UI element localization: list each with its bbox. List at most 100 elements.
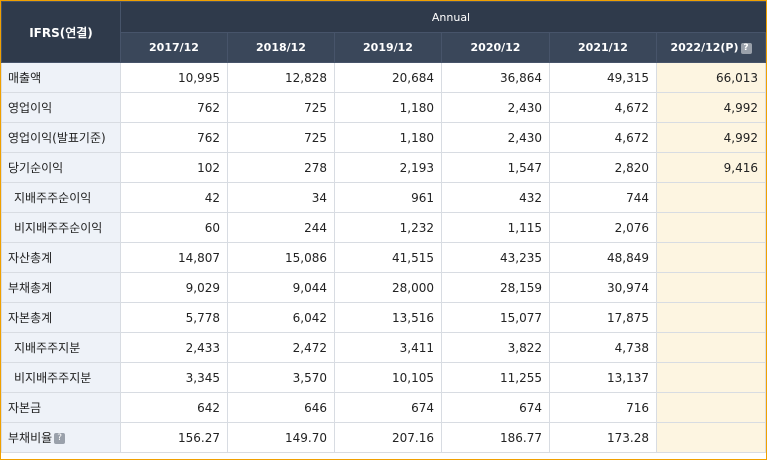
value-cell: 186.77 xyxy=(441,422,550,453)
value-cell xyxy=(656,362,766,393)
row-label: 영업이익 xyxy=(8,101,53,115)
table-row: 영업이익 762 725 1,180 2,430 4,672 4,992 xyxy=(1,92,766,123)
table-row: 부채총계 9,029 9,044 28,000 28,159 30,974 xyxy=(1,272,766,303)
row-label-cell: 부채총계 xyxy=(1,272,121,303)
value-cell: 432 xyxy=(441,182,550,213)
value-cell xyxy=(656,272,766,303)
value-cell xyxy=(656,242,766,273)
row-label: 자본금 xyxy=(8,401,42,415)
table-row: 자본총계 5,778 6,042 13,516 15,077 17,875 xyxy=(1,302,766,333)
value-cell: 34 xyxy=(227,182,335,213)
value-cell: 28,000 xyxy=(334,272,442,303)
table-row: 영업이익(발표기준) 762 725 1,180 2,430 4,672 4,992 xyxy=(1,122,766,153)
row-label-cell: 매출액 xyxy=(1,62,121,93)
value-cell: 6,042 xyxy=(227,302,335,333)
row-label: 매출액 xyxy=(8,71,42,85)
year-label: 2020/12 xyxy=(470,41,521,54)
value-cell: 1,232 xyxy=(334,212,442,243)
value-cell: 5,778 xyxy=(120,302,228,333)
row-label-cell: 자산총계 xyxy=(1,242,121,273)
value-cell xyxy=(656,182,766,213)
year-label: 2018/12 xyxy=(256,41,306,54)
value-cell: 3,570 xyxy=(227,362,335,393)
value-cell xyxy=(656,302,766,333)
value-cell: 173.28 xyxy=(549,422,657,453)
table-row: 자산총계 14,807 15,086 41,515 43,235 48,849 xyxy=(1,242,766,273)
value-cell: 762 xyxy=(120,122,228,153)
table-row: 지배주주순이익 42 34 961 432 744 xyxy=(1,182,766,213)
year-label: 2017/12 xyxy=(149,41,199,54)
row-label-cell: 비지배주주순이익 xyxy=(1,212,121,243)
row-label-cell: 부채비율? xyxy=(1,422,121,453)
row-label-cell: 영업이익 xyxy=(1,92,121,123)
value-cell: 2,076 xyxy=(549,212,657,243)
value-cell: 28,159 xyxy=(441,272,550,303)
value-cell: 156.27 xyxy=(120,422,228,453)
value-cell: 102 xyxy=(120,152,228,183)
row-label-cell: 지배주주지분 xyxy=(1,332,121,363)
value-cell: 3,822 xyxy=(441,332,550,363)
row-label: 부채비율 xyxy=(8,431,53,445)
value-cell: 4,738 xyxy=(549,332,657,363)
value-cell: 646 xyxy=(227,392,335,423)
value-cell: 1,180 xyxy=(334,92,442,123)
table-row: 매출액 10,995 12,828 20,684 36,864 49,315 66,013 xyxy=(1,62,766,93)
value-cell: 1,547 xyxy=(441,152,550,183)
help-icon[interactable]: ? xyxy=(740,42,752,54)
value-cell: 4,992 xyxy=(656,92,766,123)
value-cell: 207.16 xyxy=(334,422,442,453)
row-label: 비지배주주순이익 xyxy=(14,221,103,235)
year-header-0: 2017/12 xyxy=(120,32,228,63)
row-label-cell: 비지배주주지분 xyxy=(1,362,121,393)
value-cell: 3,345 xyxy=(120,362,228,393)
value-cell: 2,472 xyxy=(227,332,335,363)
row-label: 당기순이익 xyxy=(8,161,64,175)
value-cell: 17,875 xyxy=(549,302,657,333)
row-label-cell: 자본금 xyxy=(1,392,121,423)
table-body: 매출액 10,995 12,828 20,684 36,864 49,315 66,013 영… xyxy=(1,62,766,453)
value-cell: 9,044 xyxy=(227,272,335,303)
value-cell: 36,864 xyxy=(441,62,550,93)
overflow-cell xyxy=(764,422,766,453)
value-cell: 11,255 xyxy=(441,362,550,393)
table-row: 당기순이익 102 278 2,193 1,547 2,820 9,416 xyxy=(1,152,766,183)
year-header-3: 2020/12 xyxy=(441,32,550,63)
value-cell: 15,077 xyxy=(441,302,550,333)
value-cell: 2,820 xyxy=(549,152,657,183)
year-label: 2022/12(P) xyxy=(670,41,739,54)
value-cell: 10,995 xyxy=(120,62,228,93)
value-cell: 149.70 xyxy=(227,422,335,453)
value-cell: 13,137 xyxy=(549,362,657,393)
value-cell: 716 xyxy=(549,392,657,423)
value-cell: 13,516 xyxy=(334,302,442,333)
row-label: 영업이익(발표기준) xyxy=(8,131,106,145)
row-label-cell: 자본총계 xyxy=(1,302,121,333)
value-cell xyxy=(656,422,766,453)
value-cell: 744 xyxy=(549,182,657,213)
value-cell: 14,807 xyxy=(120,242,228,273)
year-header-5: 2022/12(P)? xyxy=(656,32,766,63)
row-label-cell: 영업이익(발표기준) xyxy=(1,122,121,153)
row-label-cell: 지배주주순이익 xyxy=(1,182,121,213)
table-row: 비지배주주지분 3,345 3,570 10,105 11,255 13,137 xyxy=(1,362,766,393)
value-cell: 244 xyxy=(227,212,335,243)
annual-group-header: Annual xyxy=(119,1,766,33)
value-cell: 9,029 xyxy=(120,272,228,303)
value-cell: 4,672 xyxy=(549,92,657,123)
help-icon[interactable]: ? xyxy=(54,433,66,444)
year-header-1: 2018/12 xyxy=(227,32,335,63)
row-label: 지배주주지분 xyxy=(14,341,81,355)
value-cell: 20,684 xyxy=(334,62,442,93)
value-cell: 278 xyxy=(227,152,335,183)
value-cell: 3,411 xyxy=(334,332,442,363)
row-label-cell: 당기순이익 xyxy=(1,152,121,183)
row-label: 비지배주주지분 xyxy=(14,371,92,385)
table-row: 비지배주주순이익 60 244 1,232 1,115 2,076 xyxy=(1,212,766,243)
value-cell: 725 xyxy=(227,92,335,123)
table-row: 지배주주지분 2,433 2,472 3,411 3,822 4,738 xyxy=(1,332,766,363)
value-cell: 2,193 xyxy=(334,152,442,183)
row-label: 자본총계 xyxy=(8,311,53,325)
value-cell: 48,849 xyxy=(549,242,657,273)
